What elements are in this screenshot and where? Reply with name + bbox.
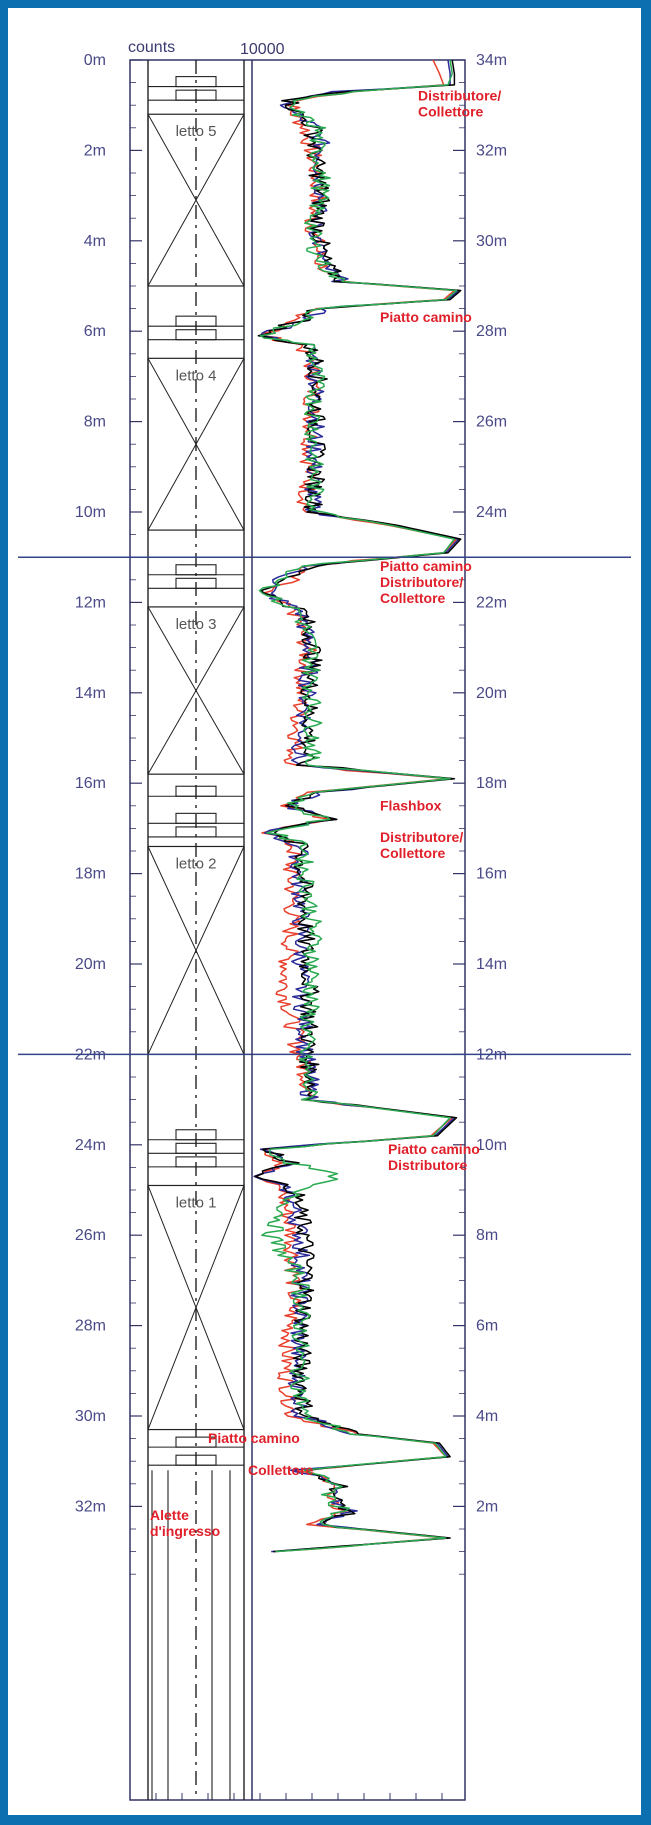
bed-box (147, 357, 245, 531)
annotation-text: d'ingresso (150, 1523, 220, 1539)
bed-box (147, 1184, 245, 1431)
left-tick-label: 18m (75, 866, 106, 883)
right-tick-label: 20m (476, 685, 507, 702)
annotation-text: Collettore (248, 1462, 314, 1478)
annotation-text: Alette (150, 1507, 189, 1523)
left-tick-label: 30m (75, 1408, 106, 1425)
annotation: Collettore (248, 1462, 314, 1478)
right-tick-label: 2m (476, 1498, 498, 1515)
annotation-text: Piatto camino (208, 1430, 300, 1446)
right-tick-label: 14m (476, 956, 507, 973)
left-tick-label: 14m (75, 685, 106, 702)
left-tick-label: 16m (75, 775, 106, 792)
right-tick-label: 18m (476, 775, 507, 792)
bed-diagonal (147, 113, 245, 287)
annotation: Piatto camino (380, 309, 472, 325)
annotation: Distributore/Collettore (418, 88, 501, 120)
right-tick-label: 30m (476, 233, 507, 250)
right-tick-label: 16m (476, 866, 507, 883)
left-tick-label: 32m (75, 1498, 106, 1515)
left-tick-label: 12m (75, 594, 106, 611)
annotation-text: Distributore (388, 1157, 468, 1173)
bed-diagonal (147, 606, 245, 775)
left-tick-label: 24m (75, 1137, 106, 1154)
right-tick-label: 10m (476, 1137, 507, 1154)
right-tick-label: 26m (476, 414, 507, 431)
bed-diagonal (147, 358, 245, 531)
right-tick-label: 6m (476, 1318, 498, 1335)
left-tick-label: 26m (75, 1227, 106, 1244)
axes: 0m 2m 4m 6m 8m 10m 12m 14m 16m 18m 20m 22m 24m 26m 28m… (18, 52, 631, 1800)
annotation-text: Collettore (380, 590, 446, 606)
left-tick-label: 10m (75, 504, 106, 521)
right-tick-label: 28m (476, 323, 507, 340)
right-tick-label: 34m (476, 52, 507, 69)
bed-label: letto 3 (176, 616, 217, 633)
bed-box (147, 113, 245, 287)
header-counts: counts (128, 39, 175, 56)
bed-label: letto 2 (176, 855, 217, 872)
left-tick-label: 4m (84, 233, 106, 250)
annotation-text: Piatto camino (380, 558, 472, 574)
bed-diagonal (147, 846, 245, 1055)
left-tick-label: 2m (84, 142, 106, 159)
annotation: Flashbox (380, 797, 442, 813)
right-tick-label: 8m (476, 1227, 498, 1244)
left-tick-label: 28m (75, 1318, 106, 1335)
left-tick-label: 6m (84, 323, 106, 340)
annotation-text: Collettore (418, 104, 484, 120)
bed-label: letto 4 (176, 367, 217, 384)
annotation-text: Collettore (380, 845, 446, 861)
bed-label: letto 5 (176, 123, 217, 140)
bed-label: letto 1 (176, 1194, 217, 1211)
header-max-count: 10000 (240, 41, 285, 58)
chart-frame: counts 10000 letto 5 letto 4 letto 3 letto … (8, 8, 641, 1815)
bed-diagonal (147, 1185, 245, 1430)
annotation-text: Distributore/ (380, 574, 463, 590)
series-lines (253, 59, 462, 1553)
series-line-4 (258, 59, 458, 1553)
column-schematic (147, 60, 245, 1800)
annotation-text: Flashbox (380, 797, 442, 813)
annotation-text: Piatto camino (380, 309, 472, 325)
right-tick-label: 22m (476, 594, 507, 611)
right-tick-label: 32m (476, 142, 507, 159)
right-tick-label: 24m (476, 504, 507, 521)
left-tick-label: 0m (84, 52, 106, 69)
annotation-text: Piatto camino (388, 1141, 480, 1157)
annotation: Piatto camino (208, 1430, 300, 1446)
annotation-text: Distributore/ (418, 88, 501, 104)
right-tick-label: 4m (476, 1408, 498, 1425)
annotation-text: Distributore/ (380, 829, 463, 845)
left-tick-label: 20m (75, 956, 106, 973)
depth-profile-chart: counts 10000 letto 5 letto 4 letto 3 letto … (18, 39, 631, 1801)
left-tick-label: 8m (84, 414, 106, 431)
annotation: Distributore/Collettore (380, 829, 463, 861)
bed-box (147, 606, 245, 775)
